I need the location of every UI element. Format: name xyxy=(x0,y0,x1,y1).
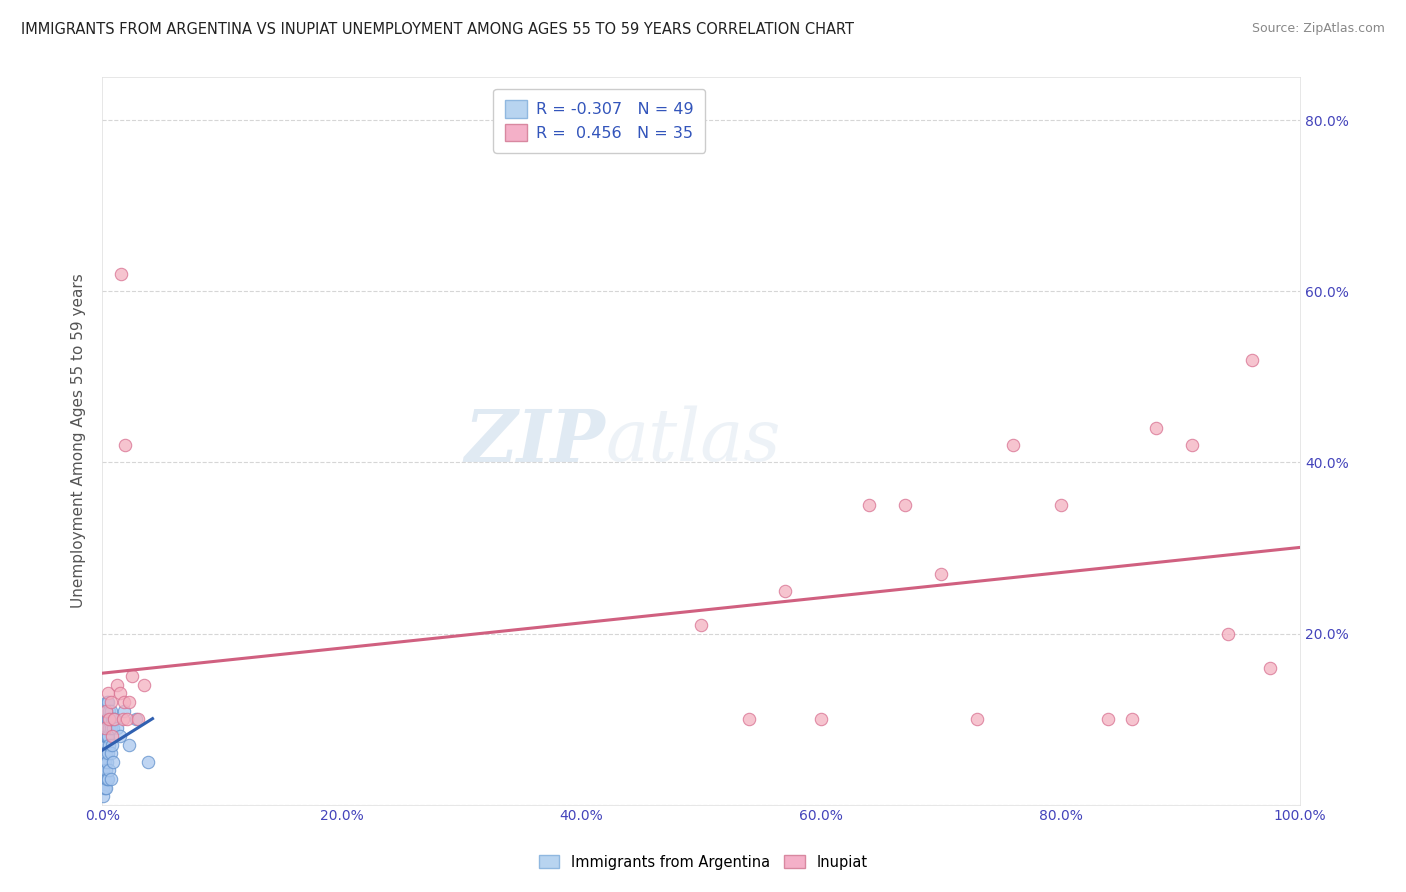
Point xyxy=(94,721,117,735)
Legend: R = -0.307   N = 49, R =  0.456   N = 35: R = -0.307 N = 49, R = 0.456 N = 35 xyxy=(494,89,706,153)
Point xyxy=(773,583,796,598)
Point xyxy=(94,704,117,718)
Point xyxy=(1241,352,1264,367)
Point xyxy=(98,704,121,718)
Point xyxy=(101,721,124,735)
Point xyxy=(100,721,122,735)
Point xyxy=(97,746,120,760)
Point xyxy=(117,712,139,726)
Point xyxy=(96,695,118,709)
Point xyxy=(929,566,952,581)
Point xyxy=(101,712,124,726)
Point xyxy=(97,712,120,726)
Point xyxy=(117,695,139,709)
Point xyxy=(894,498,917,512)
Point xyxy=(105,721,128,735)
Point xyxy=(94,764,117,778)
Point xyxy=(1001,438,1024,452)
Point xyxy=(858,498,880,512)
Point xyxy=(96,729,118,743)
Point xyxy=(94,704,117,718)
Point xyxy=(96,712,118,726)
Point xyxy=(93,729,115,743)
Point xyxy=(93,780,115,795)
Point xyxy=(93,738,115,752)
Text: ZIP: ZIP xyxy=(464,406,606,476)
Point xyxy=(134,678,156,692)
Point xyxy=(1181,438,1204,452)
Point xyxy=(93,712,115,726)
Point xyxy=(1121,712,1143,726)
Point xyxy=(93,772,115,786)
Point xyxy=(93,746,115,760)
Point xyxy=(110,267,132,281)
Point xyxy=(103,712,125,726)
Point xyxy=(1258,661,1281,675)
Point xyxy=(93,746,115,760)
Text: Source: ZipAtlas.com: Source: ZipAtlas.com xyxy=(1251,22,1385,36)
Point xyxy=(97,686,120,700)
Point xyxy=(1144,421,1167,435)
Point xyxy=(136,755,159,769)
Point xyxy=(97,772,120,786)
Point xyxy=(127,712,149,726)
Point xyxy=(105,678,128,692)
Point xyxy=(103,712,125,726)
Point xyxy=(111,712,134,726)
Text: IMMIGRANTS FROM ARGENTINA VS INUPIAT UNEMPLOYMENT AMONG AGES 55 TO 59 YEARS CORR: IMMIGRANTS FROM ARGENTINA VS INUPIAT UNE… xyxy=(21,22,853,37)
Point xyxy=(94,780,117,795)
Point xyxy=(101,729,124,743)
Point xyxy=(93,772,115,786)
Point xyxy=(93,721,115,735)
Point xyxy=(98,764,121,778)
Point xyxy=(100,746,122,760)
Point xyxy=(94,746,117,760)
Point xyxy=(112,695,135,709)
Point xyxy=(98,721,121,735)
Point xyxy=(101,755,124,769)
Point xyxy=(100,695,122,709)
Point xyxy=(810,712,832,726)
Point xyxy=(100,772,122,786)
Point xyxy=(1049,498,1071,512)
Point xyxy=(1097,712,1119,726)
Point xyxy=(96,755,118,769)
Point xyxy=(97,695,120,709)
Point xyxy=(690,618,713,632)
Point xyxy=(1218,626,1240,640)
Y-axis label: Unemployment Among Ages 55 to 59 years: Unemployment Among Ages 55 to 59 years xyxy=(72,274,86,608)
Point xyxy=(966,712,988,726)
Legend: Immigrants from Argentina, Inupiat: Immigrants from Argentina, Inupiat xyxy=(533,849,873,876)
Point xyxy=(114,438,136,452)
Point xyxy=(97,729,120,743)
Point xyxy=(117,738,139,752)
Point xyxy=(98,712,121,726)
Point xyxy=(93,764,115,778)
Point xyxy=(100,704,122,718)
Point xyxy=(101,738,124,752)
Point xyxy=(98,738,121,752)
Point xyxy=(121,669,143,683)
Point xyxy=(93,755,115,769)
Point xyxy=(93,721,115,735)
Point xyxy=(738,712,761,726)
Point xyxy=(108,686,131,700)
Point xyxy=(93,780,115,795)
Point xyxy=(112,704,135,718)
Point xyxy=(93,789,115,803)
Point xyxy=(108,729,131,743)
Point xyxy=(93,755,115,769)
Text: atlas: atlas xyxy=(606,406,780,476)
Point xyxy=(94,729,117,743)
Point xyxy=(125,712,148,726)
Point xyxy=(96,772,118,786)
